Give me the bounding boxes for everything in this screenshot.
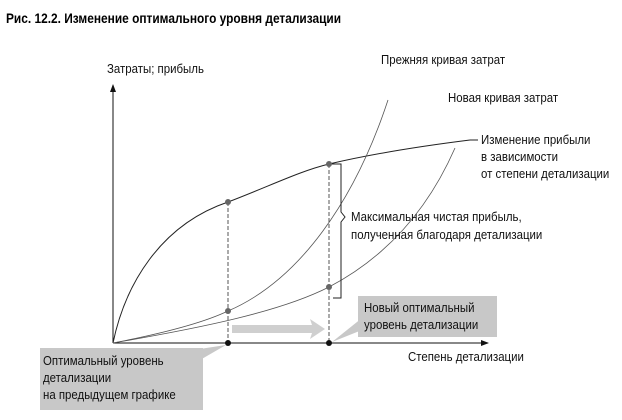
profit-curve xyxy=(112,139,471,344)
old-optimum-callout: Оптимальный уровень детализации на преды… xyxy=(40,348,203,410)
new-optimum-dot xyxy=(326,340,332,346)
old-profit-dot xyxy=(225,199,231,205)
figure-title: Рис. 12.2. Изменение оптимального уровня… xyxy=(6,10,342,26)
old-optimum-line3: на предыдущем графике xyxy=(43,387,176,402)
new-profit-dot xyxy=(326,161,332,167)
old-cost-curve xyxy=(112,99,389,344)
old-optimum-dot xyxy=(225,340,231,346)
old-optimum-line1: Оптимальный уровень xyxy=(43,353,164,368)
y-axis-label: Затраты; прибыль xyxy=(107,61,204,76)
shift-arrow xyxy=(232,319,325,339)
old-optimum-line2: детализации xyxy=(43,370,112,385)
profit-label-line3: от степени детализации xyxy=(481,166,610,181)
old-cost-label: Прежняя кривая затрат xyxy=(381,52,506,67)
new-optimum-pointer xyxy=(332,318,362,342)
bracket-label-line1: Максимальная чистая прибыль, xyxy=(351,209,522,224)
old-cost-dot xyxy=(225,308,231,314)
new-optimum-line2: уровень детализации xyxy=(364,317,479,332)
net-profit-bracket xyxy=(332,163,346,299)
new-optimum-line1: Новый оптимальный xyxy=(364,300,475,315)
x-axis-label: Степень детализации xyxy=(408,349,524,364)
bracket-label-line2: полученная благодаря детализации xyxy=(351,227,543,242)
new-optimum-callout: Новый оптимальный уровень детализации xyxy=(358,296,497,337)
new-cost-label: Новая кривая затрат xyxy=(448,90,559,105)
profit-label-line2: в зависимости xyxy=(481,149,559,164)
profit-label-line1: Изменение прибыли xyxy=(481,132,591,147)
new-cost-dot xyxy=(326,284,332,290)
